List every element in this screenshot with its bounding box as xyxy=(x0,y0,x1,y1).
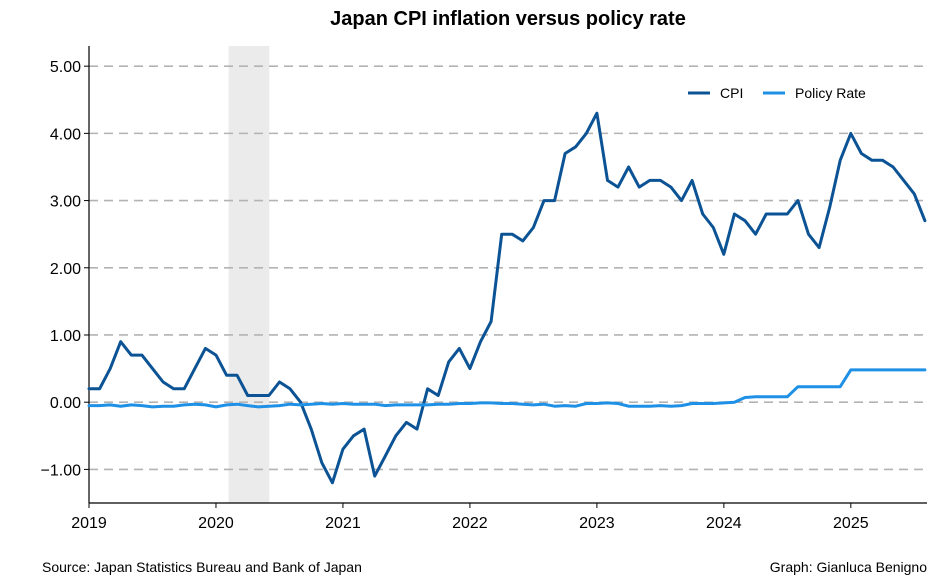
x-tick-label: 2022 xyxy=(452,515,488,532)
x-tick-label: 2019 xyxy=(71,515,107,532)
x-tick-label: 2020 xyxy=(198,515,234,532)
y-tick-label: 5.00 xyxy=(50,59,81,76)
policy-rate-line xyxy=(87,368,927,409)
cpi-line xyxy=(87,111,927,485)
y-tick-label: 1.00 xyxy=(50,328,81,345)
y-tick-label: 0.00 xyxy=(50,395,81,412)
x-tick-label: 2024 xyxy=(706,515,742,532)
legend: CPI Policy Rate xyxy=(688,85,866,101)
y-tick-label: 2.00 xyxy=(50,261,81,278)
shaded-period xyxy=(228,46,270,503)
chart-title: Japan CPI inflation versus policy rate xyxy=(330,8,686,30)
legend-label-cpi: CPI xyxy=(720,85,743,101)
y-tick-label: 4.00 xyxy=(50,126,81,143)
x-tick-label: 2023 xyxy=(579,515,615,532)
y-tick-label: 3.00 xyxy=(50,194,81,211)
x-tick-label: 2025 xyxy=(833,515,869,532)
x-tick-label: 2021 xyxy=(325,515,361,532)
y-tick-label: −1.00 xyxy=(41,462,82,479)
legend-label-policy-rate: Policy Rate xyxy=(795,85,866,101)
graph-credit: Graph: Gianluca Benigno xyxy=(769,559,927,575)
source-note: Source: Japan Statistics Bureau and Bank… xyxy=(42,559,362,575)
